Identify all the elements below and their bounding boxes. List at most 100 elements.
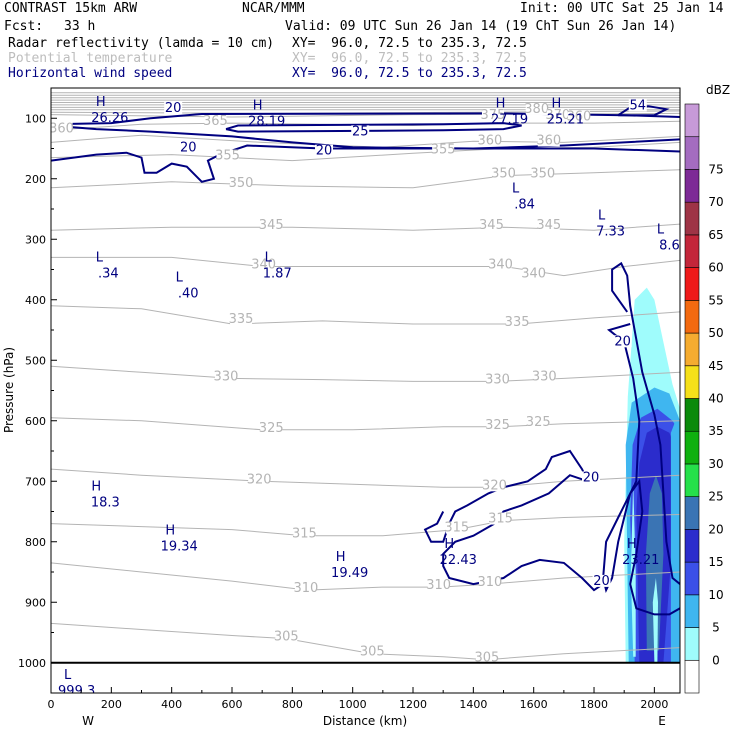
colorbar-label: 65 [708,228,723,242]
colorbar-swatch [684,201,700,236]
field-reflectivity-name: Radar reflectivity (lamda = 10 cm) [8,36,275,51]
theta-label-bg [252,258,275,271]
theta-label-bg [248,473,271,486]
theta-label-bg [445,521,468,534]
colorbar-label: 0 [712,653,720,667]
theta-contour [51,514,680,537]
extremum-marker: H [96,95,106,110]
wind-contour [51,138,680,183]
wind-label-bg [164,101,183,114]
theta-contour [51,141,680,162]
colorbar-label: 35 [708,424,723,438]
org-label: NCAR/MMM [242,1,305,16]
reflectivity-layer [624,287,680,663]
colorbar-swatch [684,430,700,465]
extremum-value: 23.21 [622,553,659,568]
colorbar-swatch [684,300,700,334]
x-tick-label: 800 [282,698,303,711]
theta-label: 335 [505,315,530,330]
x-tick-label: 1800 [580,698,608,711]
theta-label-bg [486,373,509,386]
theta-label-bg [492,167,515,180]
colorbar-label: 5 [712,621,720,635]
theta-label-bg [478,134,501,147]
theta-label: 315 [292,527,317,542]
theta-label-bg [51,122,73,135]
init-time: Init: 00 UTC Sat 25 Jan 14 [520,1,724,16]
theta-label: 310 [478,575,503,590]
theta-label-bg [204,115,227,128]
field-theta-name: Potential temperature [8,51,173,66]
extremum-value: .40 [178,287,199,302]
colorbar-label: 25 [708,490,723,504]
wind-label-bg [315,144,334,157]
theta-label: 365 [203,114,228,129]
colorbar-label: 10 [708,588,723,602]
theta-label-bg [230,176,253,189]
theta-label: 315 [444,521,469,536]
x-tick-label: 0 [48,698,55,711]
theta-label-bg [506,315,529,328]
y-tick-label: 200 [25,173,46,186]
theta-label-bg [537,219,560,232]
theta-label: 350 [491,167,516,182]
theta-label-bg [537,134,560,147]
theta-label-bg [294,582,317,595]
colorbar-label: 20 [708,522,723,536]
theta-label: 375 [481,108,506,123]
y-tick-label: 1000 [18,657,46,670]
theta-label-bg [486,418,509,431]
colorbar-swatch [684,169,700,203]
extremum-marker: H [444,537,454,552]
theta-label: 315 [488,512,513,527]
x-tick-label: 1200 [399,698,427,711]
extremum-value: 1.87 [263,267,292,282]
theta-label-bg [427,579,450,592]
theta-label: 310 [294,581,319,596]
extremum-value: 19.34 [161,540,198,555]
theta-label: 360 [567,109,592,124]
theta-label: 310 [426,578,451,593]
theta-label-bg [546,109,569,122]
theta-label: 370 [545,108,570,123]
theta-label-bg [480,219,503,232]
y-tick-label: 800 [25,536,46,549]
colorbar-swatch [684,463,700,497]
colorbar-swatch [684,561,700,596]
theta-label-bg [527,415,550,428]
colorbar-label: 60 [708,261,723,275]
theta-label-bg [531,167,554,180]
colorbar-label: 40 [708,392,723,406]
theta-label-bg [216,149,239,162]
wind-label: 20 [316,144,333,159]
reflectivity-cell [645,475,664,651]
wind-label-bg [628,99,647,112]
theta-label: 340 [251,257,276,272]
theta-contour [51,417,680,431]
wind-label-bg [592,574,611,587]
theta-label-bg [533,370,556,383]
colorbar-swatch [684,365,700,399]
fcst-value: 33 h [64,19,96,34]
theta-label-bg [483,479,506,492]
colorbar-swatch [684,267,700,301]
colorbar-swatch [684,234,700,268]
extremum-marker: L [96,251,104,266]
y-tick-label: 100 [25,112,46,125]
reflectivity-cell [652,578,658,663]
theta-contour [51,562,680,591]
theta-label: 325 [259,421,284,436]
colorbar-swatch [684,529,700,563]
extremum-value: 25.21 [547,112,584,127]
theta-label: 305 [360,645,385,660]
colorbar-title: dBZ [706,83,730,97]
extremum-marker: H [165,524,175,539]
y-tick-label: 900 [25,596,46,609]
theta-label: 330 [532,369,557,384]
theta-contour [51,305,680,325]
extremum-marker: L [265,251,273,266]
theta-label-bg [275,630,298,643]
extremum-marker: L [598,208,606,223]
wind-label-bg [582,471,601,484]
